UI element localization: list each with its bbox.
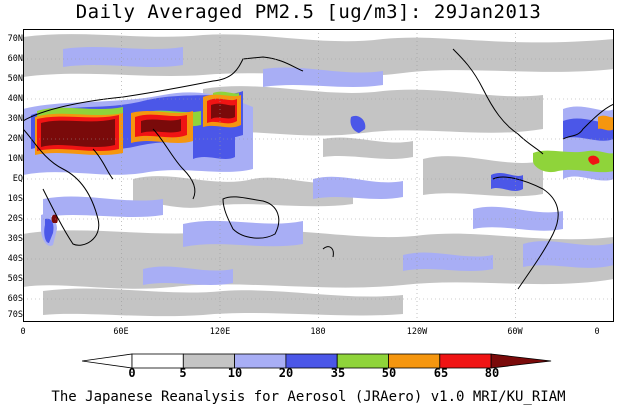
gray-concentration-layer xyxy=(23,34,614,317)
map-title: Daily Averaged PM2.5 [ug/m3]: 29Jan2013 xyxy=(75,1,542,23)
lat-label-60n: 60N xyxy=(7,54,23,64)
lat-label-70s: 70S xyxy=(7,310,23,320)
lon-label-0: 0 xyxy=(20,327,26,337)
lat-label-10n: 10N xyxy=(7,154,23,164)
colorbar-label-0: 0 xyxy=(128,366,136,380)
lat-label-70n: 70N xyxy=(7,34,23,44)
lon-label-120e: 120E xyxy=(209,327,231,337)
lon-label-180: 180 xyxy=(310,327,326,337)
lat-label-40n: 40N xyxy=(7,94,23,104)
lon-label-0-east: 0 xyxy=(594,327,600,337)
lon-label-60w: 60W xyxy=(507,327,523,337)
colorbar-label-80: 80 xyxy=(484,366,500,380)
lat-label-10s: 10S xyxy=(7,194,23,204)
colorbar-label-10: 10 xyxy=(227,366,243,380)
footer-credit: The Japanese Reanalysis for Aerosol (JRA… xyxy=(51,389,566,405)
colorbar-label-65: 65 xyxy=(433,366,449,380)
colorbar-right-arrow xyxy=(490,353,552,369)
lat-label-50n: 50N xyxy=(7,74,23,84)
lat-label-60s: 60S xyxy=(7,294,23,304)
map-frame xyxy=(23,29,614,322)
lon-label-120w: 120W xyxy=(406,327,428,337)
lat-label-eq: EQ xyxy=(12,174,23,184)
colorbar-label-20: 20 xyxy=(278,366,294,380)
map-grid xyxy=(23,29,614,322)
lat-label-30n: 30N xyxy=(7,114,23,124)
colorbar xyxy=(82,353,552,369)
pm25-map xyxy=(23,29,614,322)
lat-label-20n: 20N xyxy=(7,134,23,144)
coastlines xyxy=(23,48,614,290)
colorbar-label-5: 5 xyxy=(179,366,187,380)
lat-label-50s: 50S xyxy=(7,274,23,284)
lat-label-40s: 40S xyxy=(7,254,23,264)
colorbar-label-35: 35 xyxy=(330,366,346,380)
lon-label-60e: 60E xyxy=(113,327,129,337)
lat-label-20s: 20S xyxy=(7,214,23,224)
lat-label-30s: 30S xyxy=(7,234,23,244)
darkred-concentration-layer xyxy=(41,103,235,223)
colorbar-label-50: 50 xyxy=(381,366,397,380)
